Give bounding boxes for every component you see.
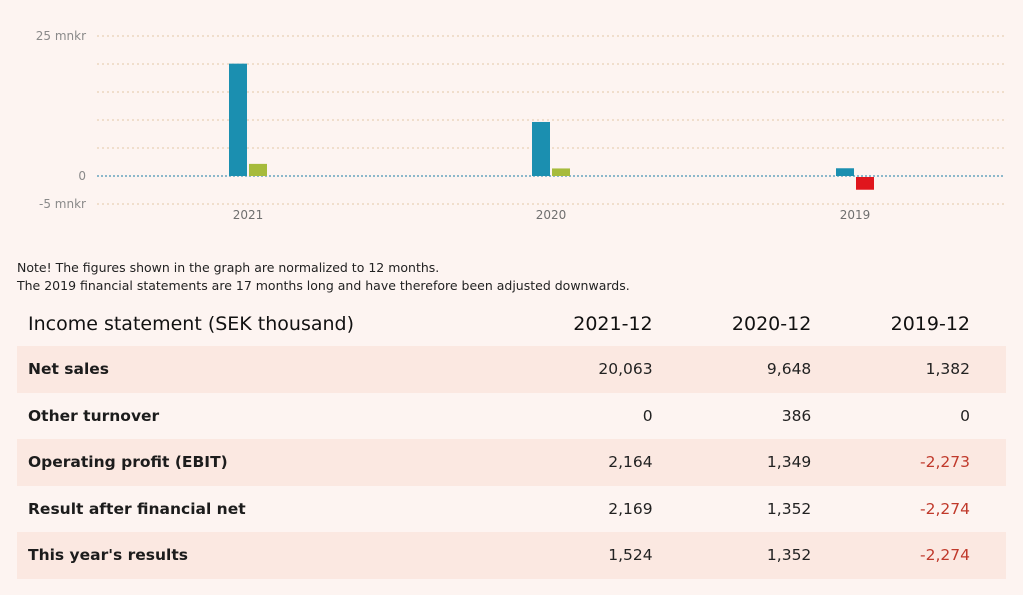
row-value: 0 xyxy=(642,406,653,425)
chart-notes: Note! The figures shown in the graph are… xyxy=(17,259,630,295)
column-header: 2021-12 xyxy=(573,313,653,335)
row-value: 386 xyxy=(781,406,812,425)
table-row: Result after financial net 2,169 1,352 -… xyxy=(17,486,1006,533)
x-axis-tick-label: 2019 xyxy=(840,208,871,222)
bar-operating-profit xyxy=(552,168,570,176)
table-header-row: Income statement (SEK thousand) 2021-12 … xyxy=(17,302,1006,346)
table-row: Other turnover 0 386 0 xyxy=(17,393,1006,440)
row-value: 1,352 xyxy=(688,532,848,579)
y-axis-label: -5 mnkr xyxy=(39,197,86,211)
y-axis-label: 25 mnkr xyxy=(36,29,86,43)
x-axis-tick-label: 2020 xyxy=(536,208,567,222)
table-title: Income statement (SEK thousand) xyxy=(28,313,355,335)
bar-net-sales xyxy=(836,168,854,176)
row-label: Net sales xyxy=(17,346,530,393)
row-label: Operating profit (EBIT) xyxy=(17,439,530,486)
row-value: 20,063 xyxy=(529,346,689,393)
note-line: The 2019 financial statements are 17 mon… xyxy=(17,278,630,293)
table-row: Operating profit (EBIT) 2,164 1,349 -2,2… xyxy=(17,439,1006,486)
bar-chart: 25 mnkr 0 -5 mnkr 2021 2020 2019 xyxy=(36,29,1005,222)
bar-net-sales xyxy=(229,63,247,176)
bar-operating-profit xyxy=(856,177,874,190)
row-value: 0 xyxy=(960,406,970,425)
row-value: 1,382 xyxy=(847,346,1006,393)
bar-net-sales xyxy=(532,121,550,176)
table-row: This year's results 1,524 1,352 -2,274 xyxy=(17,532,1006,579)
bar-operating-profit xyxy=(249,163,267,176)
x-axis-tick-label: 2021 xyxy=(233,208,264,222)
note-line: Note! The figures shown in the graph are… xyxy=(17,260,440,275)
table-row: Net sales 20,063 9,648 1,382 xyxy=(17,346,1006,393)
column-header: 2019-12 xyxy=(890,313,970,335)
row-label: Result after financial net xyxy=(28,499,246,518)
row-value: 1,524 xyxy=(529,532,689,579)
row-value: -2,274 xyxy=(847,532,1006,579)
row-value: 2,169 xyxy=(608,499,653,518)
row-value: 2,164 xyxy=(529,439,689,486)
row-value: -2,274 xyxy=(920,499,970,518)
row-value: 1,349 xyxy=(688,439,848,486)
column-header: 2020-12 xyxy=(731,313,812,335)
row-label: Other turnover xyxy=(28,406,160,425)
row-value: 1,352 xyxy=(766,499,812,518)
y-axis-label: 0 xyxy=(78,169,86,183)
row-value: -2,273 xyxy=(847,439,1006,486)
row-label: This year's results xyxy=(17,532,530,579)
row-value: 9,648 xyxy=(688,346,848,393)
income-statement-table: Income statement (SEK thousand) 2021-12 … xyxy=(17,302,1006,579)
